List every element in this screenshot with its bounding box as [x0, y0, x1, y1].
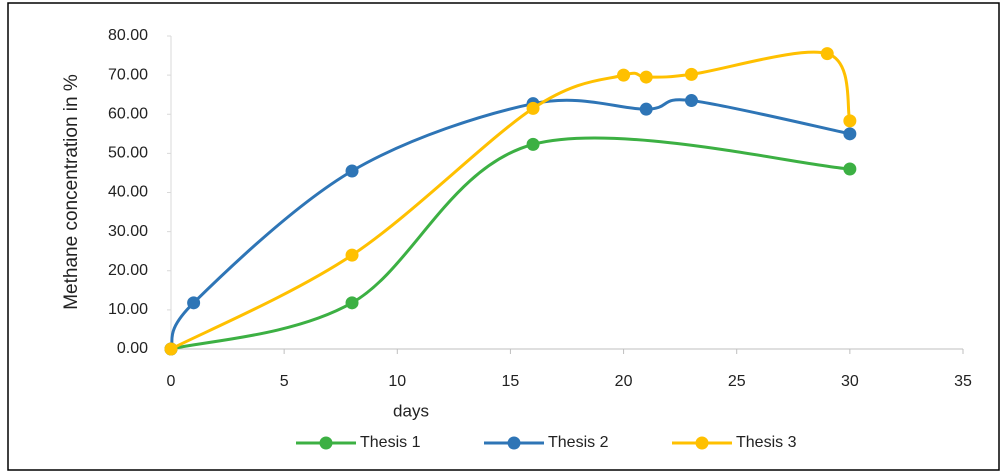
- x-tick-label: 15: [502, 373, 520, 390]
- y-tick-label: 0.00: [117, 340, 148, 357]
- y-tick-label: 80.00: [108, 27, 148, 44]
- legend-marker: [319, 436, 333, 450]
- x-axis-label: days: [393, 401, 429, 420]
- y-tick-label: 70.00: [108, 66, 148, 83]
- data-point: [526, 101, 540, 115]
- series-line: [169, 136, 852, 351]
- x-tick-label: 20: [615, 373, 633, 390]
- x-tick-label: 30: [841, 373, 859, 390]
- x-tick-label: 5: [280, 373, 289, 390]
- data-point: [843, 127, 857, 141]
- legend-label: Thesis 1: [360, 434, 421, 451]
- y-axis-label: Methane concentration in %: [61, 74, 82, 310]
- data-point: [684, 94, 698, 108]
- data-point: [187, 296, 201, 310]
- data-point: [345, 248, 359, 262]
- data-point: [617, 68, 631, 82]
- legend-marker: [507, 436, 521, 450]
- data-point: [345, 164, 359, 178]
- data-point: [820, 47, 834, 61]
- y-tick-label: 10.00: [108, 301, 148, 318]
- data-point: [345, 296, 359, 310]
- data-point: [684, 67, 698, 81]
- data-point: [843, 162, 857, 176]
- y-tick-label: 40.00: [108, 184, 148, 201]
- legend-label: Thesis 3: [736, 434, 797, 451]
- y-tick-label: 20.00: [108, 262, 148, 279]
- legend-label: Thesis 2: [548, 434, 609, 451]
- legend-marker: [695, 436, 709, 450]
- data-point: [639, 70, 653, 84]
- x-tick-label: 10: [388, 373, 406, 390]
- data-point: [526, 137, 540, 151]
- x-tick-label: 0: [167, 373, 176, 390]
- y-tick-label: 50.00: [108, 145, 148, 162]
- x-tick-label: 25: [728, 373, 746, 390]
- data-point: [164, 342, 178, 356]
- data-point: [639, 102, 653, 116]
- x-tick-label: 35: [954, 373, 972, 390]
- y-tick-label: 60.00: [108, 105, 148, 122]
- y-tick-label: 30.00: [108, 223, 148, 240]
- chart-border: [7, 2, 1000, 471]
- data-point: [843, 114, 857, 128]
